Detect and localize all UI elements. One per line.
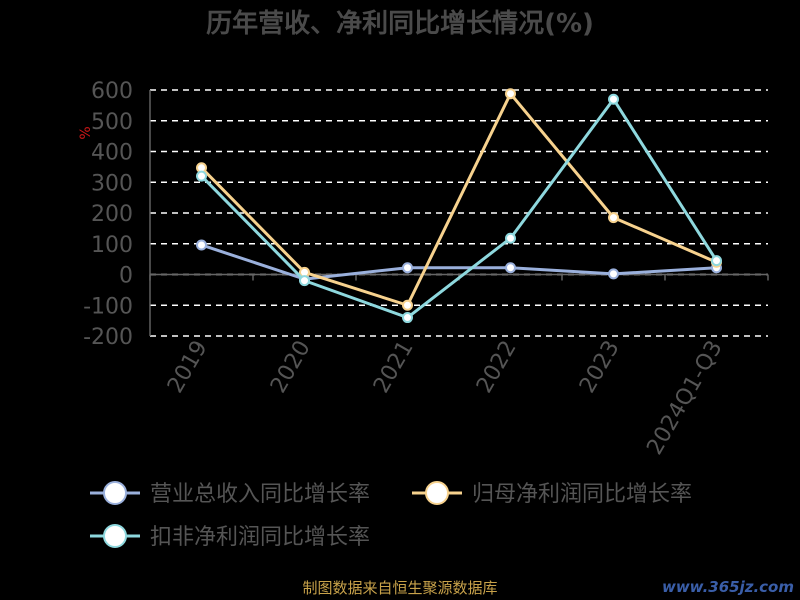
- legend-label: 扣非净利润同比增长率: [150, 525, 370, 550]
- data-point: [608, 93, 619, 105]
- y-tick-label: -100: [83, 294, 133, 319]
- data-point: [505, 262, 516, 274]
- y-axis-ticks: 600 500 400 300 200 100 0 -100 -200: [83, 79, 133, 350]
- series-lines: [196, 88, 722, 324]
- legend-item: 营业总收入同比增长率: [90, 481, 370, 507]
- data-point: [402, 312, 413, 324]
- data-point: [402, 262, 413, 274]
- legend-swatch-marker: [425, 481, 449, 505]
- y-tick-label: 100: [91, 233, 133, 258]
- legend-label: 营业总收入同比增长率: [150, 482, 370, 507]
- grid: [149, 89, 769, 337]
- data-point: [196, 170, 207, 182]
- y-tick-label: 200: [91, 202, 133, 227]
- x-tick-label: 2022: [472, 337, 522, 398]
- legend-swatch-marker: [103, 481, 127, 505]
- x-tick-label: 2021: [369, 337, 419, 398]
- data-point: [299, 275, 310, 287]
- x-tick-label: 2023: [575, 337, 625, 398]
- data-point: [711, 255, 722, 267]
- series-line: [200, 97, 718, 320]
- x-tick-label: 2024Q1-Q3: [642, 337, 727, 460]
- y-tick-label: 400: [91, 141, 133, 166]
- legend-label: 归母净利润同比增长率: [472, 482, 692, 507]
- data-point: [505, 88, 516, 100]
- legend-item: 归母净利润同比增长率: [412, 481, 692, 507]
- data-point: [608, 212, 619, 224]
- x-tick-label: 2019: [163, 337, 213, 398]
- data-point: [608, 268, 619, 280]
- y-tick-label: 0: [119, 264, 133, 289]
- series-line: [201, 243, 717, 281]
- data-point: [196, 239, 207, 251]
- legend-swatch-marker: [103, 524, 127, 548]
- watermark-logo: www.365jz.com: [661, 578, 794, 596]
- x-tick-label: 2020: [266, 337, 316, 398]
- chart-title: 历年营收、净利同比增长情况(%): [206, 8, 594, 39]
- y-axis-unit-label: %: [78, 126, 94, 139]
- legend-item: 扣非净利润同比增长率: [90, 524, 370, 550]
- data-point: [402, 299, 413, 311]
- source-note: 制图数据来自恒生聚源数据库: [302, 579, 498, 597]
- y-tick-label: 500: [91, 110, 133, 135]
- x-axis-ticks: 2019 2020 2021 2022 2023 2024Q1-Q3: [163, 337, 728, 460]
- series-line: [200, 92, 718, 307]
- y-tick-label: 600: [91, 79, 133, 104]
- data-point: [505, 232, 516, 244]
- y-tick-label: -200: [83, 325, 133, 350]
- y-tick-label: 300: [91, 171, 133, 196]
